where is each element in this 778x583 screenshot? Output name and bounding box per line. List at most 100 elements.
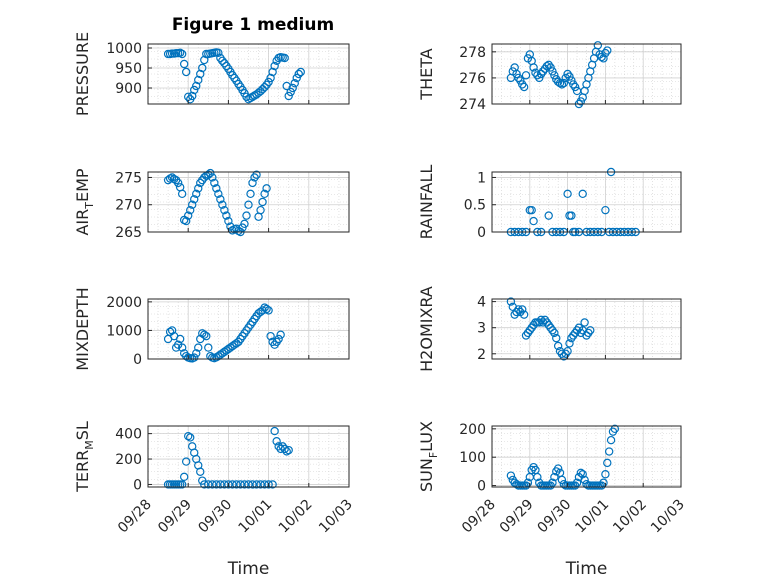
data-point	[548, 326, 557, 335]
data-point	[262, 304, 271, 314]
y-tick-label: 950	[115, 61, 142, 77]
data-point	[552, 333, 561, 343]
data-point	[252, 170, 261, 179]
x-tick-label: 09/29	[155, 497, 195, 537]
data-point	[181, 67, 191, 77]
y-tick-label: 1000	[106, 323, 142, 339]
data-point	[206, 351, 215, 361]
data-point	[262, 184, 271, 193]
axes-box	[147, 298, 350, 360]
data-point	[578, 470, 587, 479]
data-point	[512, 479, 521, 489]
data-point	[565, 72, 574, 81]
data-point	[603, 458, 612, 468]
y-tick-label: 275	[115, 170, 142, 186]
data-point	[183, 211, 193, 220]
data-point	[580, 318, 589, 327]
data-point	[535, 73, 544, 83]
x-tick-label: 10/02	[276, 497, 316, 537]
data-point	[218, 56, 227, 66]
data-point	[256, 480, 265, 489]
data-point	[563, 69, 572, 79]
x-tick-label: 10/01	[572, 497, 612, 537]
panel-rainfall: 0 0.5 1 RAINFALL	[417, 165, 682, 241]
data-point	[224, 480, 233, 489]
data-point	[555, 78, 565, 88]
data-point	[282, 447, 291, 456]
data-point	[214, 48, 223, 58]
axes-box	[491, 425, 682, 488]
data-point	[200, 55, 209, 65]
data-point	[278, 442, 287, 451]
data-point	[242, 92, 251, 102]
axes-box	[491, 43, 682, 105]
data-point	[194, 184, 203, 193]
data-point	[252, 480, 261, 489]
y-axis-label: THETA	[417, 48, 436, 100]
x-axis-label: Time	[565, 559, 608, 579]
panel-mixdepth: 0 1000 2000 MIXDEPTH	[73, 287, 350, 371]
data-point	[196, 69, 205, 79]
data-point	[576, 468, 586, 478]
data-point	[572, 478, 582, 487]
data-point	[208, 173, 217, 182]
panel-air-temp: 265 270 275 AIRTEMP	[73, 168, 350, 241]
data-point	[282, 81, 291, 91]
data-point	[527, 205, 536, 215]
y-tick-label: 274	[459, 97, 486, 113]
data-point	[190, 353, 199, 362]
data-point	[200, 480, 209, 489]
data-point	[220, 205, 229, 215]
data-point	[192, 349, 201, 358]
y-axis-label: MIXDEPTH	[73, 287, 92, 370]
data-point	[280, 53, 289, 63]
data-point	[521, 71, 531, 80]
data-point	[557, 475, 567, 485]
data-point	[550, 328, 559, 338]
data-point	[512, 69, 521, 79]
data-point	[173, 178, 183, 188]
y-tick-label: 276	[459, 71, 486, 87]
data-point	[181, 457, 191, 466]
y-tick-label: 278	[459, 45, 486, 61]
data-point	[188, 200, 197, 209]
data-point	[200, 330, 209, 339]
data-point	[186, 205, 195, 215]
data-point	[204, 480, 213, 489]
data-point	[244, 480, 253, 489]
y-tick-label: 200	[115, 452, 142, 468]
data-point	[563, 189, 572, 199]
x-tick-label: 09/30	[535, 497, 575, 537]
data-point	[548, 478, 557, 487]
y-tick-label: 0	[477, 479, 486, 495]
axes-box	[147, 425, 350, 488]
data-point	[580, 475, 589, 485]
data-point	[177, 480, 187, 489]
data-point	[518, 305, 527, 314]
data-point	[192, 81, 201, 91]
data-point	[601, 48, 610, 58]
data-point	[523, 478, 533, 487]
panel-terr-msl: 0 200 400 TERRMSL 09/28 09/29 09/30 10/01 10/02 1…	[73, 421, 356, 579]
data-point	[206, 168, 215, 178]
y-axis-label: TERRMSL	[73, 421, 96, 493]
data-point	[208, 480, 217, 489]
data-point	[232, 480, 241, 489]
data-point	[593, 41, 603, 50]
data-point	[603, 46, 612, 55]
y-tick-label: 0	[477, 225, 486, 241]
panel-sun-flux: 0 100 200 SUNFLUX 09/2809/2909/3010/0110/021…	[417, 421, 688, 579]
data-point	[506, 471, 516, 480]
y-tick-label: 0.5	[464, 198, 486, 214]
data-point	[533, 472, 542, 482]
data-point	[224, 216, 233, 226]
data-point	[286, 87, 295, 97]
data-point	[264, 77, 273, 87]
y-axis-label: SUNFLUX	[417, 421, 440, 492]
data-point	[576, 97, 586, 106]
x-tick-label: 10/02	[610, 497, 650, 537]
data-point	[212, 480, 221, 489]
data-point	[514, 305, 523, 314]
data-point	[196, 467, 205, 476]
y-tick-label: 3	[477, 321, 486, 337]
